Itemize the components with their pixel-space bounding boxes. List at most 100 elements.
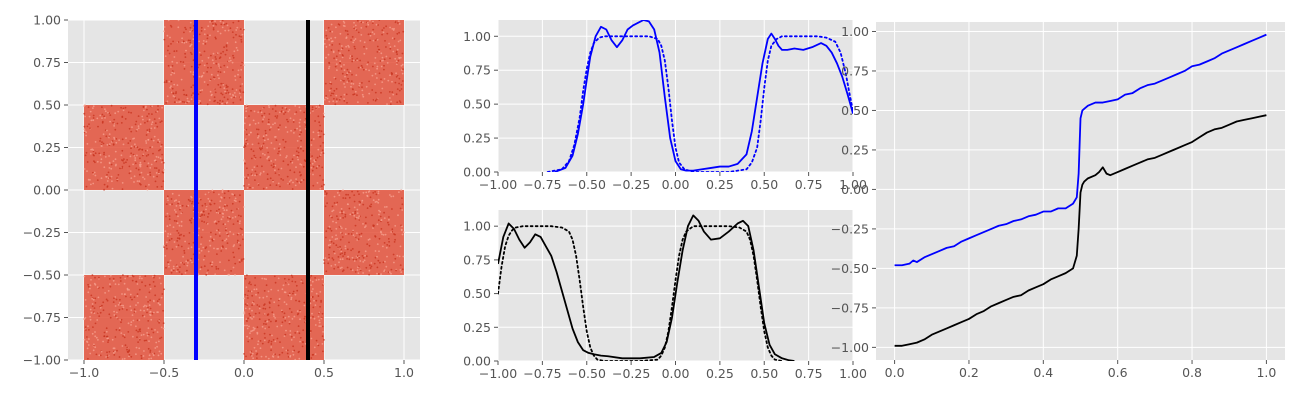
point — [286, 155, 288, 157]
point — [345, 93, 348, 96]
point — [336, 215, 338, 218]
point — [187, 262, 189, 264]
point — [139, 275, 141, 278]
point — [106, 354, 109, 357]
point — [339, 60, 342, 63]
point — [228, 216, 231, 218]
axes-quantile-panel — [876, 22, 1285, 360]
point — [192, 209, 195, 212]
point — [176, 62, 178, 64]
point — [259, 148, 262, 151]
x-tick-label: 0.00 — [662, 177, 690, 192]
point — [392, 195, 395, 198]
point — [352, 59, 355, 62]
point — [151, 275, 154, 278]
point — [136, 336, 138, 339]
point — [230, 270, 233, 272]
point — [376, 67, 378, 70]
point — [347, 233, 350, 235]
point — [224, 29, 227, 32]
point — [198, 227, 201, 230]
point — [219, 200, 222, 203]
point — [114, 150, 117, 153]
point — [321, 335, 324, 338]
point — [293, 349, 296, 352]
point — [368, 92, 371, 95]
point — [162, 169, 165, 171]
point — [137, 301, 139, 304]
point — [399, 245, 402, 248]
point — [216, 253, 218, 256]
point — [345, 45, 347, 48]
point — [156, 345, 159, 348]
point — [225, 84, 228, 87]
point — [215, 62, 218, 65]
point — [262, 137, 265, 140]
point — [303, 159, 306, 162]
y-tick-label: −1.00 — [23, 353, 61, 368]
point — [277, 304, 280, 307]
point — [299, 118, 302, 121]
y-tick-label: −0.50 — [831, 261, 869, 276]
point — [214, 88, 216, 90]
point — [186, 264, 189, 267]
point — [121, 149, 124, 152]
point — [129, 296, 132, 299]
point — [310, 330, 312, 332]
point — [232, 223, 235, 226]
point — [134, 123, 137, 126]
point — [238, 92, 241, 95]
point — [226, 24, 229, 27]
point — [381, 33, 383, 36]
point — [302, 165, 305, 168]
point — [314, 353, 317, 355]
point — [381, 87, 384, 90]
point — [190, 43, 193, 46]
point — [134, 310, 137, 313]
point — [356, 239, 359, 241]
point — [400, 88, 403, 90]
point — [132, 138, 134, 140]
point — [300, 145, 302, 148]
point — [124, 277, 127, 280]
point — [263, 290, 266, 292]
point — [310, 274, 313, 277]
point — [219, 71, 222, 74]
point — [272, 123, 274, 126]
point — [381, 233, 383, 236]
point — [365, 191, 368, 194]
point — [225, 49, 228, 52]
point — [300, 131, 303, 134]
point — [124, 118, 127, 120]
point — [237, 69, 240, 72]
x-tick-label: 1.0 — [394, 365, 414, 380]
point — [376, 243, 379, 246]
point — [376, 272, 378, 275]
point — [189, 41, 192, 44]
point — [123, 158, 125, 161]
point — [393, 233, 395, 235]
point — [87, 283, 89, 286]
point-cluster — [163, 189, 245, 276]
point — [319, 135, 322, 138]
point — [376, 223, 379, 226]
point — [91, 332, 94, 335]
point — [112, 143, 115, 146]
point — [162, 180, 165, 183]
point — [381, 81, 384, 83]
point — [273, 147, 276, 150]
point — [171, 71, 174, 74]
point — [356, 59, 358, 62]
point — [252, 186, 254, 189]
point — [392, 50, 395, 53]
point — [220, 218, 223, 221]
point — [183, 101, 186, 103]
point — [380, 228, 383, 230]
point — [213, 221, 216, 223]
point — [180, 212, 183, 215]
point — [183, 41, 186, 44]
point — [85, 305, 87, 308]
point — [387, 221, 389, 224]
point — [225, 92, 228, 94]
point — [172, 95, 175, 97]
